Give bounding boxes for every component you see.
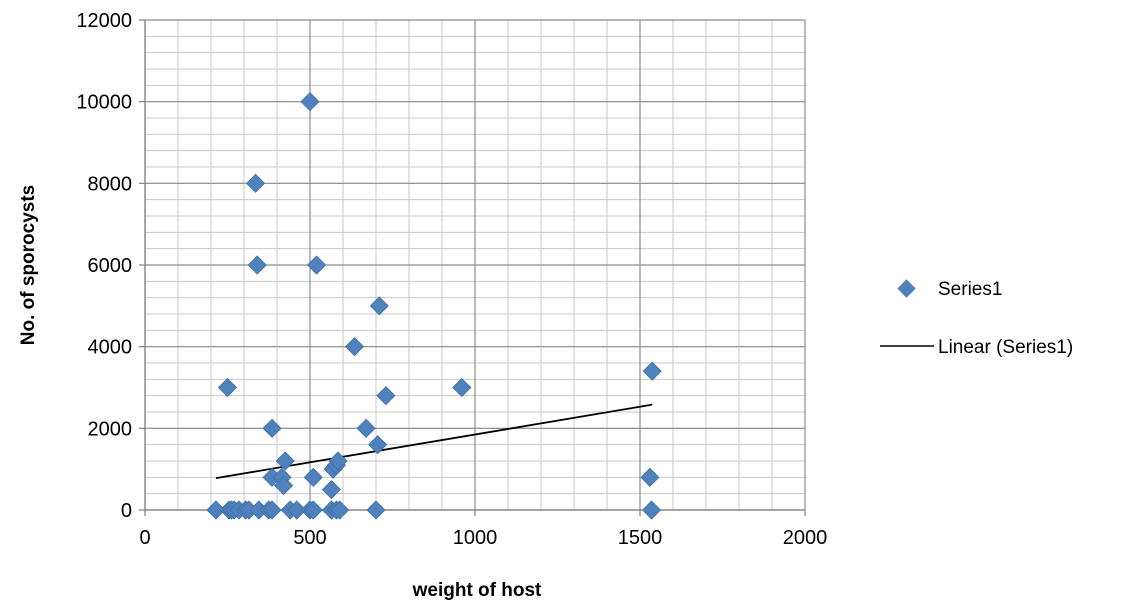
linear-trendline — [215, 403, 653, 480]
data-point — [206, 500, 226, 520]
y-tick-label: 12000 — [76, 10, 132, 32]
data-point — [330, 500, 350, 520]
data-point — [303, 467, 323, 487]
data-point — [344, 337, 365, 357]
data-point — [356, 418, 376, 438]
data-point — [245, 173, 266, 193]
data-points — [206, 92, 662, 520]
data-point — [368, 435, 388, 455]
data-point — [307, 255, 327, 275]
y-tick-label: 0 — [121, 500, 132, 522]
data-point — [321, 480, 342, 500]
data-point — [328, 451, 348, 471]
data-point — [300, 92, 320, 112]
data-point — [369, 296, 389, 316]
x-tick-label: 1500 — [618, 527, 663, 549]
data-point — [274, 475, 294, 496]
legend-series1-marker — [897, 279, 916, 298]
data-point — [640, 467, 660, 487]
y-axis-tick-labels: 0 2000 4000 6000 8000 10000 12000 — [76, 10, 132, 522]
data-point — [287, 500, 307, 520]
legend: Series1 Linear (Series1) — [880, 279, 1073, 358]
data-point — [275, 451, 295, 471]
legend-trendline-label: Linear (Series1) — [938, 337, 1073, 358]
y-axis-title: No. of sporocysts — [18, 185, 39, 345]
y-tick-label: 10000 — [76, 92, 132, 114]
data-point — [217, 377, 238, 398]
x-axis-tick-labels: 0 500 1000 1500 2000 — [139, 527, 827, 549]
plot-axes — [139, 19, 806, 516]
x-tick-label: 1000 — [453, 527, 498, 549]
x-tick-label: 2000 — [783, 527, 828, 549]
data-point — [376, 386, 396, 406]
y-tick-label: 6000 — [88, 255, 133, 277]
data-point — [366, 500, 386, 520]
x-axis-title: weight of host — [412, 580, 542, 601]
data-point — [262, 500, 282, 520]
data-point — [247, 255, 267, 275]
data-point — [642, 361, 662, 381]
y-tick-label: 8000 — [88, 173, 133, 195]
y-tick-label: 4000 — [88, 337, 133, 359]
trendline-group — [215, 403, 653, 480]
legend-series1-label: Series1 — [938, 279, 1002, 300]
data-point — [452, 377, 472, 398]
data-point — [262, 418, 282, 438]
x-tick-label: 500 — [293, 527, 326, 549]
data-point — [303, 500, 323, 520]
data-point — [641, 500, 662, 520]
x-tick-label: 0 — [139, 527, 150, 549]
y-tick-label: 2000 — [88, 418, 133, 440]
